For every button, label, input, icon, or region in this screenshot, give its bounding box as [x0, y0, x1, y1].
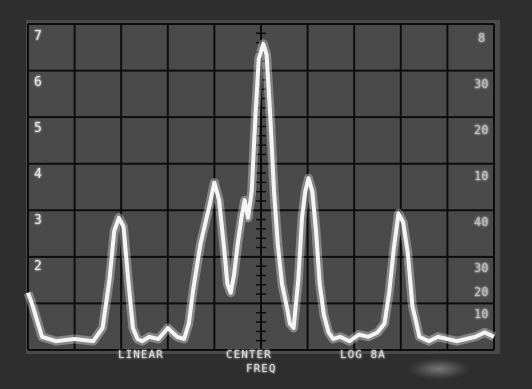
spectrum-trace-0 [26, 41, 495, 344]
linear-scale-label: LINEAR [118, 348, 164, 361]
right-scale-label-8: 10 [474, 307, 489, 321]
right-scale-label-3: 20 [474, 123, 489, 137]
y-tick-label-4: 4 [34, 167, 42, 182]
y-tick-label-7: 7 [34, 29, 42, 44]
log-scale-label: LOG 8A [340, 348, 386, 361]
freq-label: FREQ [246, 362, 277, 375]
right-scale-label-2: 30 [474, 77, 489, 91]
bezel-knob [408, 358, 470, 380]
spectrum-trace-group [23, 39, 496, 346]
center-label: CENTER [226, 348, 272, 361]
y-tick-label-5: 5 [34, 121, 42, 136]
y-tick-label-3: 3 [34, 213, 42, 228]
right-scale-label-4: 10 [474, 169, 489, 183]
right-scale-label-1: 8 [478, 31, 486, 45]
right-scale-label-5: 40 [474, 215, 489, 229]
right-scale-label-7: 20 [474, 285, 489, 299]
right-scale-label-6: 30 [474, 261, 489, 275]
y-tick-label-2: 2 [34, 259, 42, 274]
y-tick-label-6: 6 [34, 75, 42, 90]
